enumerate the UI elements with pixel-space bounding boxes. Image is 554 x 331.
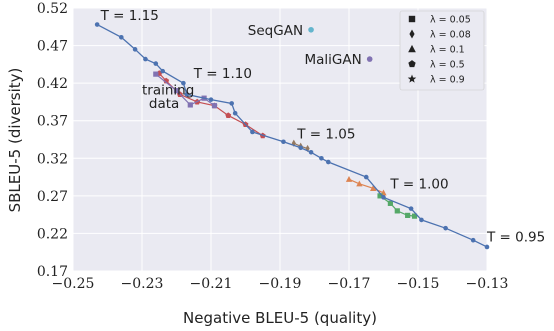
lambda-point <box>153 71 159 77</box>
lambda-point <box>394 208 400 214</box>
y-tick-label: 0.17 <box>37 264 68 280</box>
x-tick-label: −0.15 <box>397 276 440 292</box>
temperature-point <box>308 149 314 155</box>
legend-label: λ = 0.9 <box>430 75 465 86</box>
legend-marker <box>408 15 416 23</box>
reference-label: SeqGAN <box>248 23 303 39</box>
reference-point <box>366 56 373 62</box>
legend-marker <box>408 60 416 68</box>
annotation-label: training <box>142 82 194 98</box>
temperature-point <box>153 61 159 66</box>
lambda-point <box>225 112 232 118</box>
legend-label: λ = 0.08 <box>430 30 471 41</box>
annotation-label: T = 1.15 <box>100 8 159 24</box>
legend-label: λ = 0.5 <box>430 60 465 71</box>
lambda-point <box>405 212 411 218</box>
temperature-point <box>94 22 100 27</box>
lambda-point <box>187 102 193 108</box>
annotation-label: data <box>149 96 179 112</box>
temperature-point <box>229 101 234 106</box>
x-tick-label: −0.19 <box>259 276 302 292</box>
x-tick-label: −0.21 <box>190 276 233 292</box>
legend-marker <box>409 29 415 39</box>
reference-point <box>308 26 314 33</box>
temperature-point <box>132 47 138 52</box>
lambda-series <box>153 70 418 219</box>
temperature-point <box>408 206 414 211</box>
lambda-point <box>163 77 170 84</box>
temperature-point <box>232 110 238 116</box>
legend-marker <box>407 74 417 83</box>
temperature-point <box>381 195 386 200</box>
temperature-point <box>160 68 165 74</box>
y-tick-label: 0.47 <box>37 39 68 55</box>
temperature-point <box>181 80 186 86</box>
annotation-label: T = 1.10 <box>193 66 252 82</box>
legend-label: λ = 0.1 <box>430 45 465 56</box>
temperature-point <box>298 145 304 151</box>
lambda-point <box>211 103 218 109</box>
x-tick-labels: −0.25 −0.23 −0.21 −0.19 −0.17 −0.15 −0.13 <box>52 276 509 292</box>
lambda-point <box>377 193 383 199</box>
y-tick-label: 0.42 <box>37 76 68 92</box>
temperature-point <box>319 155 324 161</box>
temperature-point <box>250 129 255 135</box>
y-axis-label: SBLEU-5 (diversity) <box>6 68 24 213</box>
reference-label: MaliGAN <box>304 52 361 68</box>
y-tick-label: 0.32 <box>37 151 68 167</box>
temperature-point <box>419 217 424 223</box>
x-tick-label: −0.17 <box>328 276 371 292</box>
legend-marker <box>408 44 416 53</box>
temperature-point <box>119 35 124 40</box>
y-tick-label: 0.27 <box>37 189 68 205</box>
x-tick-label: −0.13 <box>466 276 509 292</box>
y-tick-label: 0.52 <box>37 1 68 17</box>
lambda-curve-line <box>158 72 264 137</box>
temperature-point <box>143 56 148 62</box>
temperature-point <box>184 92 190 97</box>
lambda-point <box>370 184 377 191</box>
x-tick-label: −0.23 <box>121 276 164 292</box>
temperature-point <box>443 225 448 231</box>
x-axis-label: Negative BLEU-5 (quality) <box>183 309 377 327</box>
lambda-point <box>356 180 363 187</box>
lambda-point <box>411 213 418 219</box>
temperature-point <box>326 159 331 165</box>
temperature-point <box>363 174 369 180</box>
lambda-point <box>345 175 353 182</box>
temperature-point <box>208 97 214 102</box>
lambda-point <box>173 88 180 94</box>
temperature-series <box>94 22 490 250</box>
y-tick-labels: 0.17 0.22 0.27 0.32 0.37 0.42 0.47 0.52 <box>37 1 68 280</box>
y-tick-label: 0.37 <box>37 114 68 130</box>
x-tick-label: −0.25 <box>52 276 95 292</box>
lambda-point <box>387 200 393 206</box>
annotation-label: T = 1.00 <box>389 176 448 192</box>
temperature-point <box>281 139 286 145</box>
y-tick-label: 0.22 <box>37 226 68 242</box>
grid-lines <box>72 7 488 272</box>
temperature-point <box>470 237 476 243</box>
temperature-point <box>484 244 490 250</box>
legend: λ = 0.05 λ = 0.08 λ = 0.1 λ = 0.5 λ = 0.9 <box>399 10 485 91</box>
annotation-label: T = 1.05 <box>296 127 355 143</box>
legend-frame <box>399 10 485 91</box>
annotation-label: T = 0.95 <box>486 230 545 246</box>
legend-label: λ = 0.05 <box>430 15 471 26</box>
